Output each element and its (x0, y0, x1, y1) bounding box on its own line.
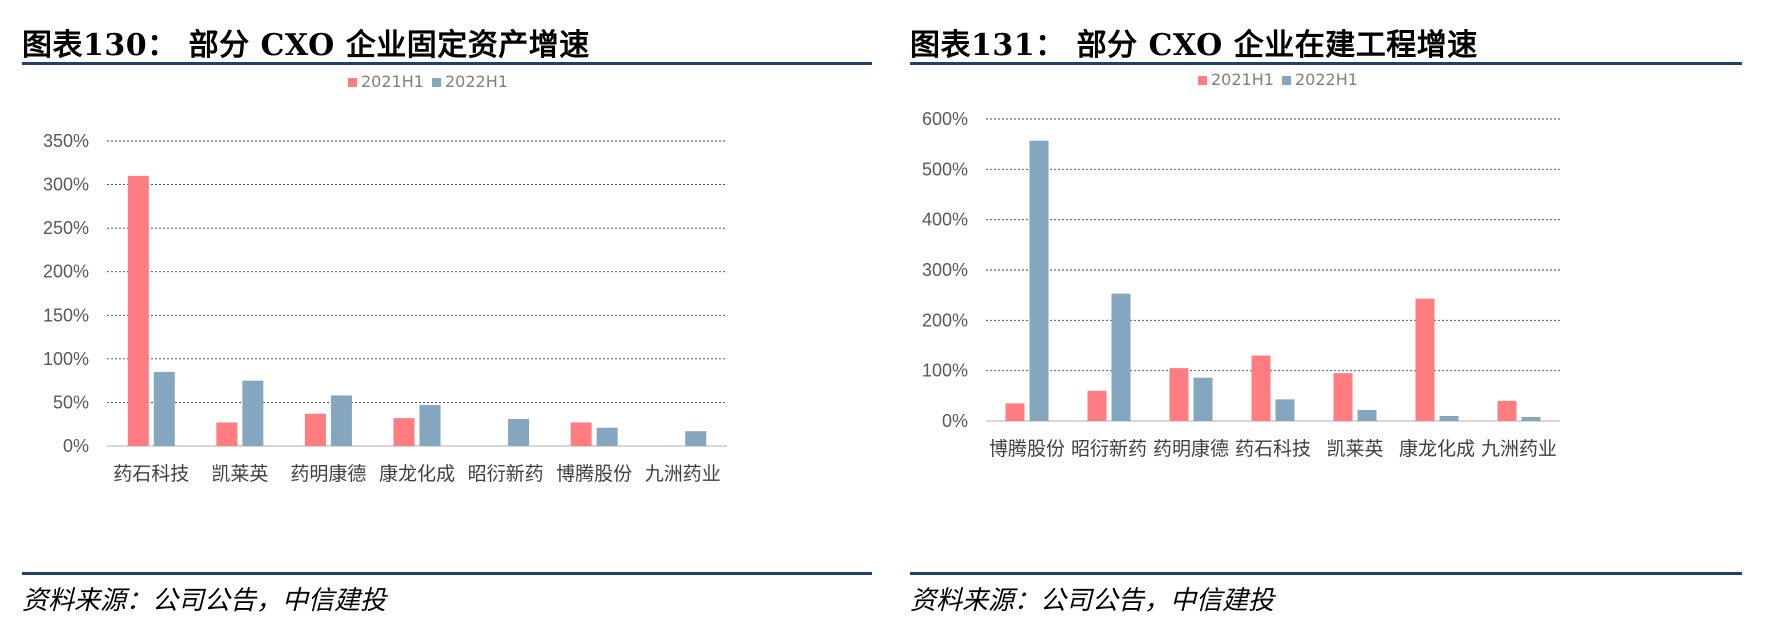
x-category-label: 药石科技 (113, 463, 189, 485)
chart-panel-130: 图表130： 部分 CXO 企业固定资产增速 0% 50% 100% 150% 200%… (22, 0, 872, 636)
legend-swatch (432, 78, 441, 87)
y-tick-label: 400% (922, 210, 968, 230)
bar-2021H1-药石科技 (1251, 355, 1271, 421)
y-tick-label: 0% (63, 436, 89, 456)
bar-2021H1-博腾股份 (570, 422, 592, 446)
x-category-label: 昭衍新药 (468, 463, 544, 485)
y-tick-label: 300% (43, 175, 89, 195)
y-tick-label: 200% (43, 262, 89, 282)
y-tick-label: 500% (922, 159, 968, 179)
bar-2022H1-凯莱英 (1357, 409, 1377, 421)
bar-2021H1-康龙化成 (1415, 298, 1435, 421)
bar-2022H1-九洲药业 (1521, 416, 1541, 421)
y-tick-label: 250% (43, 218, 89, 238)
legend-label: 2022H1 (445, 72, 508, 91)
title-rule (910, 62, 1742, 65)
y-tick-label: 300% (922, 260, 968, 280)
bar-2022H1-康龙化成 (419, 405, 441, 446)
legend-swatch (348, 78, 357, 87)
x-category-label: 九洲药业 (1481, 438, 1557, 460)
legend-label: 2022H1 (1295, 70, 1358, 89)
bar-2022H1-药石科技 (1275, 399, 1295, 421)
x-category-label: 药石科技 (1235, 438, 1311, 460)
bar-2022H1-药明康德 (1193, 377, 1213, 421)
bar-2021H1-康龙化成 (393, 418, 415, 446)
x-category-label: 昭衍新药 (1071, 438, 1147, 460)
legend-label: 2021H1 (361, 72, 424, 91)
legend-swatch (1198, 76, 1207, 85)
bar-2022H1-博腾股份 (1029, 140, 1049, 421)
bar-2021H1-九洲药业 (1497, 400, 1517, 421)
bar-2021H1-凯莱英 (1333, 373, 1353, 421)
chart-title: 图表131： 部分 CXO 企业在建工程增速 (910, 28, 1478, 63)
x-category-label: 康龙化成 (379, 463, 455, 485)
y-tick-label: 200% (922, 310, 968, 330)
bar-2022H1-博腾股份 (596, 427, 618, 446)
bar-2021H1-博腾股份 (1005, 403, 1025, 421)
source-note: 资料来源：公司公告，中信建投 (910, 586, 1275, 616)
bar-2022H1-九洲药业 (685, 431, 707, 446)
y-tick-label: 600% (922, 109, 968, 129)
bar-2022H1-药明康德 (330, 395, 352, 446)
x-category-label: 药明康德 (1153, 438, 1229, 460)
bar-2021H1-药明康德 (304, 413, 326, 446)
x-category-label: 凯莱英 (211, 463, 268, 485)
bar-2022H1-昭衍新药 (508, 418, 530, 446)
chart-title: 图表130： 部分 CXO 企业固定资产增速 (22, 28, 590, 63)
source-rule (22, 572, 872, 575)
y-tick-label: 50% (53, 392, 89, 412)
construction-in-progress-growth-chart: 0% 100% 200% 300% 400% 500% 600% 博腾股份 昭衍新药 药明康德 药石… (922, 70, 1560, 460)
bar-2022H1-昭衍新药 (1111, 293, 1131, 421)
y-tick-label: 150% (43, 305, 89, 325)
title-rule (22, 62, 872, 65)
bar-2022H1-凯莱英 (242, 380, 264, 446)
source-rule (910, 572, 1742, 575)
x-category-label: 药明康德 (290, 463, 366, 485)
bar-2021H1-昭衍新药 (1087, 390, 1107, 421)
bar-2022H1-康龙化成 (1439, 415, 1459, 421)
x-category-label: 博腾股份 (556, 463, 632, 485)
legend-label: 2021H1 (1211, 70, 1274, 89)
bar-2021H1-药明康德 (1169, 368, 1189, 421)
fixed-assets-growth-chart: 0% 50% 100% 150% 200% 250% 300% 350% 药石科技 凯莱英 药明康德… (43, 72, 727, 485)
bar-2022H1-药石科技 (153, 371, 175, 446)
x-category-label: 凯莱英 (1326, 438, 1383, 460)
chart-panel-131: 图表131： 部分 CXO 企业在建工程增速 0% 100% 200% 300% 400… (910, 0, 1742, 636)
y-tick-label: 350% (43, 131, 89, 151)
y-tick-label: 100% (922, 361, 968, 381)
x-category-label: 博腾股份 (989, 438, 1065, 460)
source-note: 资料来源：公司公告，中信建投 (22, 586, 387, 616)
legend-swatch (1282, 76, 1291, 85)
x-category-label: 康龙化成 (1399, 438, 1475, 460)
y-tick-label: 0% (942, 411, 968, 431)
x-category-label: 九洲药业 (645, 463, 721, 485)
bar-2021H1-凯莱英 (216, 422, 238, 446)
y-tick-label: 100% (43, 349, 89, 369)
bar-2021H1-药石科技 (127, 175, 149, 446)
